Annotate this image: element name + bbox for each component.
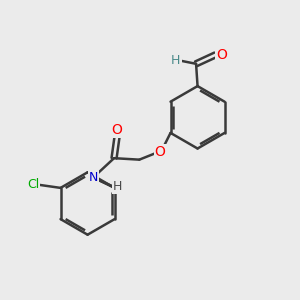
Text: O: O (217, 48, 227, 62)
Text: N: N (88, 171, 98, 184)
Text: Cl: Cl (27, 178, 39, 191)
Text: O: O (155, 145, 166, 159)
Text: H: H (171, 54, 181, 67)
Text: H: H (113, 180, 123, 193)
Text: O: O (112, 123, 122, 137)
